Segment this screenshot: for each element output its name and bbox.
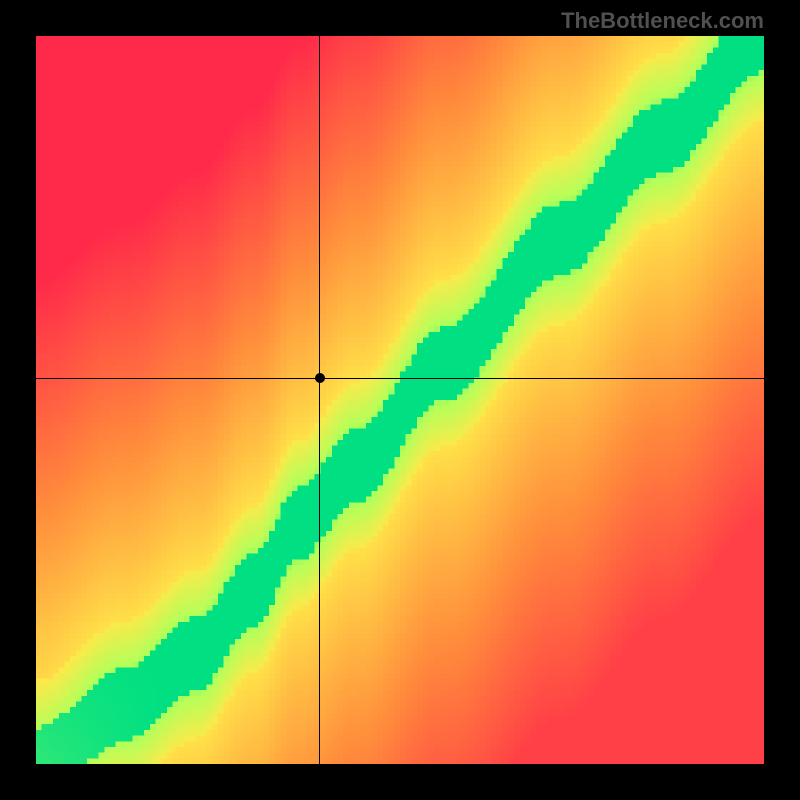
watermark-text: TheBottleneck.com <box>561 8 764 34</box>
chart-container: { "canvas": { "width": 800, "height": 80… <box>0 0 800 800</box>
crosshair-marker <box>315 373 325 383</box>
crosshair-vertical <box>319 36 320 764</box>
heatmap-canvas <box>36 36 764 764</box>
crosshair-horizontal <box>36 378 764 379</box>
